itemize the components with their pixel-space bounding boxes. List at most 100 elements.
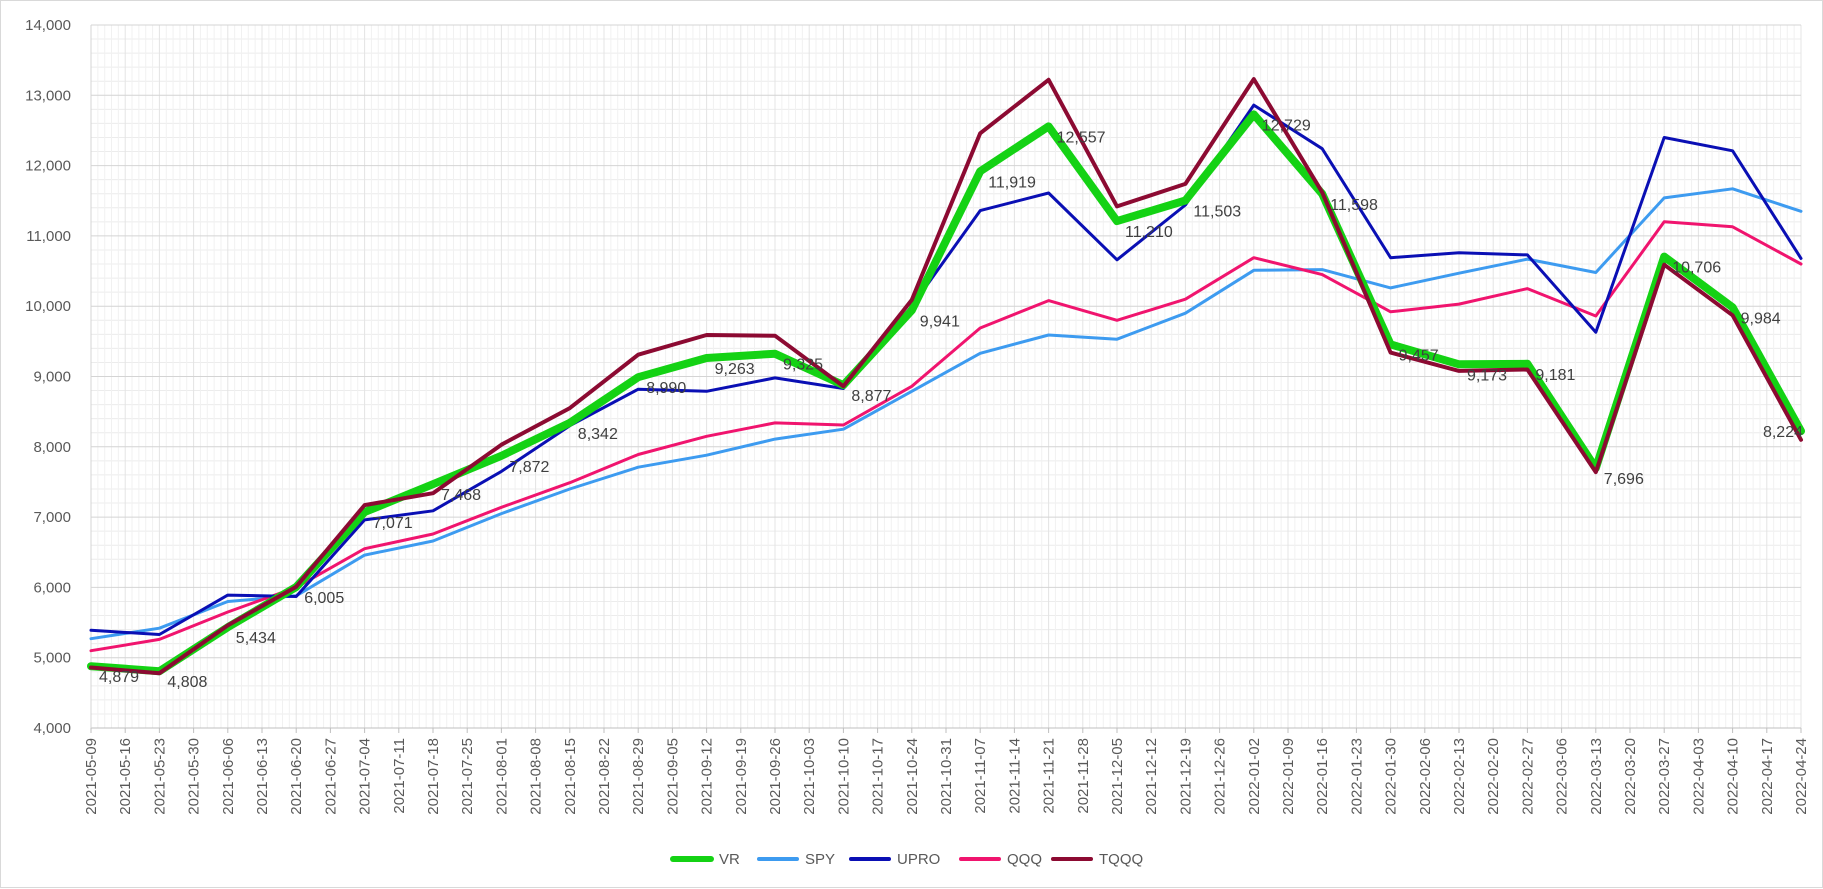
data-label: 4,808 <box>167 674 207 691</box>
x-tick-label: 2021-09-26 <box>767 738 784 815</box>
data-label: 8,342 <box>578 426 618 443</box>
x-tick-label: 2022-03-27 <box>1656 738 1673 815</box>
x-tick-label: 2021-08-08 <box>528 738 545 815</box>
y-tick-label: 9,000 <box>33 369 71 386</box>
x-tick-label: 2021-07-04 <box>357 738 374 815</box>
y-tick-label: 7,000 <box>33 509 71 526</box>
x-tick-label: 2022-01-02 <box>1246 738 1263 815</box>
x-tick-label: 2021-09-05 <box>664 738 681 815</box>
x-tick-label: 2021-11-28 <box>1075 738 1092 814</box>
data-label: 11,598 <box>1330 197 1378 214</box>
series-line-tqqq <box>89 77 1803 676</box>
x-tick-label: 2021-09-12 <box>699 738 716 815</box>
x-tick-label: 2021-05-30 <box>186 738 203 815</box>
x-tick-label: 2021-12-26 <box>1212 738 1229 815</box>
data-label: 9,984 <box>1741 310 1781 327</box>
x-tick-label: 2021-09-19 <box>733 738 750 815</box>
data-label: 10,706 <box>1672 260 1721 277</box>
x-tick-label: 2021-05-16 <box>117 738 134 815</box>
data-label: 9,941 <box>920 313 960 330</box>
legend: VR SPY UPRO QQQ TQQQ <box>670 851 1143 868</box>
x-tick-label: 2021-05-23 <box>151 738 168 815</box>
y-tick-label: 5,000 <box>33 650 71 667</box>
data-label: 12,557 <box>1057 129 1106 146</box>
data-label: 7,696 <box>1604 471 1644 488</box>
y-tick-label: 4,000 <box>33 720 71 737</box>
x-tick-label: 2022-02-06 <box>1417 738 1434 815</box>
x-tick-label: 2022-01-23 <box>1348 738 1365 815</box>
y-tick-label: 14,000 <box>25 17 71 34</box>
x-axis <box>90 25 1802 733</box>
series-line-qqq <box>89 220 1803 653</box>
x-tick-label: 2022-02-27 <box>1519 738 1536 815</box>
series-line-upro <box>89 103 1803 636</box>
x-tick-label: 2021-12-05 <box>1109 738 1126 815</box>
y-tick-label: 10,000 <box>25 298 71 315</box>
data-label: 5,434 <box>236 630 276 647</box>
x-tick-label: 2021-12-19 <box>1177 738 1194 815</box>
series-line-spy <box>89 187 1803 641</box>
x-tick-label: 2021-08-29 <box>630 738 647 815</box>
x-tick-label: 2021-10-31 <box>938 738 955 815</box>
data-label: 9,457 <box>1399 347 1439 364</box>
x-tick-label: 2021-11-14 <box>1006 738 1023 814</box>
data-label: 12,729 <box>1262 117 1311 134</box>
x-tick-label: 2022-01-09 <box>1280 738 1297 815</box>
x-tick-label: 2022-04-17 <box>1759 738 1776 815</box>
x-tick-label: 2022-04-24 <box>1793 738 1810 815</box>
data-label: 8,224 <box>1763 424 1803 441</box>
data-label: 11,919 <box>988 174 1036 191</box>
legend-label-spy: SPY <box>805 851 835 868</box>
data-label: 7,071 <box>373 515 413 532</box>
x-tick-label: 2021-08-01 <box>493 738 510 815</box>
x-tick-label: 2022-03-06 <box>1554 738 1571 815</box>
legend-label-tqqq: TQQQ <box>1099 851 1143 868</box>
data-label: 4,879 <box>99 669 139 686</box>
x-tick-label: 2021-10-17 <box>870 738 887 815</box>
data-label: 9,181 <box>1535 367 1575 384</box>
x-tick-label: 2021-08-15 <box>562 738 579 815</box>
x-axis-tick-labels: 2021-05-09 2021-05-16 2021-05-23 2021-05-30… <box>83 738 1810 815</box>
series-line-vr <box>87 110 1805 676</box>
legend-label-qqq: QQQ <box>1007 851 1042 868</box>
data-label: 8,877 <box>851 388 891 405</box>
x-tick-label: 2022-02-20 <box>1485 738 1502 815</box>
x-tick-label: 2021-07-18 <box>425 738 442 815</box>
legend-label-upro: UPRO <box>897 851 940 868</box>
x-tick-label: 2021-07-25 <box>459 738 476 815</box>
data-label: 6,005 <box>304 590 344 607</box>
x-tick-label: 2022-04-03 <box>1690 738 1707 815</box>
x-tick-label: 2022-01-16 <box>1314 738 1331 815</box>
data-label: 11,210 <box>1125 224 1173 241</box>
x-tick-label: 2021-10-10 <box>835 738 852 815</box>
data-label: 11,503 <box>1193 204 1241 221</box>
legend-label-vr: VR <box>719 851 740 868</box>
data-label: 9,325 <box>783 357 823 374</box>
x-tick-label: 2022-02-13 <box>1451 738 1468 815</box>
data-labels: 4,879 4,808 5,434 6,005 7,071 7,468 7,872 8,342… <box>99 117 1803 691</box>
x-tick-label: 2021-07-11 <box>391 738 408 814</box>
series-lines <box>87 77 1805 676</box>
x-tick-label: 2021-05-09 <box>83 738 100 815</box>
data-label: 8,990 <box>646 380 686 397</box>
x-tick-label: 2021-11-21 <box>1041 738 1058 814</box>
y-tick-label: 6,000 <box>33 579 71 596</box>
data-label: 7,468 <box>441 487 481 504</box>
y-tick-label: 11,000 <box>26 228 71 245</box>
y-axis-tick-labels: 4,000 5,000 6,000 7,000 8,000 9,000 10,000 11,0… <box>25 17 71 737</box>
y-tick-label: 13,000 <box>25 87 71 104</box>
x-tick-label: 2021-06-06 <box>220 738 237 815</box>
data-label: 7,872 <box>509 459 549 476</box>
x-tick-label: 2021-11-07 <box>972 738 989 814</box>
x-tick-label: 2022-04-10 <box>1725 738 1742 815</box>
x-tick-label: 2022-03-13 <box>1588 738 1605 815</box>
x-tick-label: 2021-08-22 <box>596 738 613 815</box>
x-tick-label: 2021-06-20 <box>288 738 305 815</box>
data-label: 9,173 <box>1467 367 1507 384</box>
x-tick-label: 2021-12-12 <box>1143 738 1160 815</box>
x-tick-label: 2022-03-20 <box>1622 738 1639 815</box>
data-label: 9,263 <box>715 361 755 378</box>
x-tick-label: 2021-06-13 <box>254 738 271 815</box>
y-tick-label: 12,000 <box>25 158 71 175</box>
